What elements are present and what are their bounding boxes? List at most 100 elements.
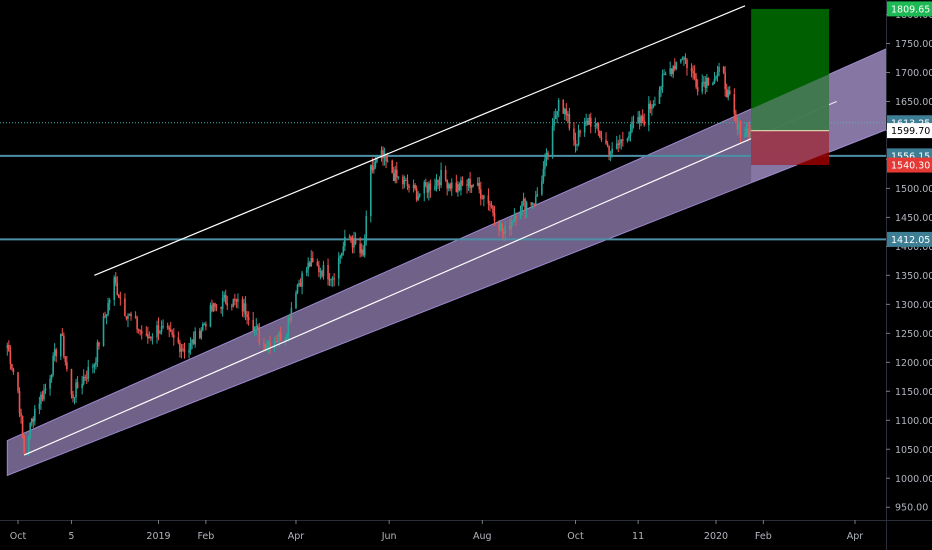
- candle-body: [231, 305, 233, 307]
- candle-body: [476, 182, 479, 186]
- candle-body: [706, 77, 708, 88]
- candle-body: [489, 203, 491, 205]
- candle-body: [151, 337, 154, 339]
- candle-body: [276, 340, 279, 343]
- candle-body: [395, 169, 398, 178]
- candle-body: [166, 325, 169, 328]
- price-axis: 950.00 1000.00 1050.00 1100.00 1150.00 1200.0…: [886, 0, 932, 550]
- candle-body: [576, 144, 578, 146]
- candle-body: [533, 203, 536, 205]
- candle-body: [34, 408, 36, 422]
- candle-body: [307, 262, 309, 270]
- candle-body: [267, 342, 270, 346]
- candle-body: [66, 361, 68, 370]
- candle-body: [278, 332, 280, 341]
- candle-body: [696, 87, 699, 92]
- candle-body: [255, 326, 258, 328]
- candle-body: [215, 306, 218, 308]
- candle-body: [82, 376, 85, 384]
- candle-body: [64, 356, 67, 362]
- candle-body: [59, 334, 62, 357]
- candle-body: [690, 68, 693, 72]
- candle-body: [40, 394, 42, 404]
- candle-body: [284, 338, 287, 342]
- price-label-text: 1599.70: [891, 126, 930, 137]
- candle-body: [340, 252, 343, 256]
- candle-body: [73, 397, 76, 399]
- candle-body: [632, 121, 635, 124]
- candle-body: [461, 180, 464, 185]
- candle-body: [483, 195, 485, 199]
- candle-body: [180, 348, 183, 352]
- candle-body: [29, 423, 32, 437]
- candle-body: [296, 284, 299, 293]
- candle-body: [722, 66, 725, 73]
- candle-body: [599, 131, 601, 138]
- candle-body: [531, 203, 534, 205]
- candle-body: [391, 160, 394, 174]
- candle-body: [469, 178, 471, 189]
- candle-body: [160, 325, 163, 333]
- candle-body: [574, 140, 577, 145]
- candle-body: [53, 349, 56, 356]
- candle-body: [589, 117, 592, 127]
- candle-body: [162, 325, 164, 327]
- candle-body: [402, 176, 404, 185]
- candle-body: [351, 240, 354, 248]
- candle-body: [747, 128, 749, 138]
- candle-body: [337, 257, 340, 279]
- candle-body: [554, 115, 557, 119]
- candle-body: [27, 436, 30, 454]
- candle-body: [136, 317, 138, 330]
- candle-body: [735, 113, 737, 121]
- candle-body: [541, 180, 543, 195]
- candle-body: [738, 124, 740, 130]
- candle-body: [615, 143, 618, 149]
- candle-body: [18, 391, 21, 413]
- candle-body: [102, 315, 105, 346]
- candle-body: [124, 298, 126, 317]
- candles: [6, 53, 752, 457]
- candle-body: [253, 326, 256, 332]
- candle-body: [472, 184, 474, 186]
- candle-body: [140, 330, 143, 334]
- candle-body: [139, 329, 141, 331]
- candle-body: [221, 297, 224, 309]
- candle-body: [32, 418, 35, 422]
- candle-body: [545, 152, 548, 160]
- candle-body: [159, 332, 161, 334]
- candle-body: [725, 89, 728, 98]
- candle-body: [713, 79, 716, 84]
- candle-body: [629, 131, 632, 136]
- candle-body: [279, 332, 282, 342]
- candle-body: [405, 179, 407, 181]
- candle-body: [600, 137, 603, 140]
- candle-body: [81, 383, 83, 388]
- x-tick-label: Apr: [847, 531, 864, 542]
- candle-body: [418, 193, 421, 197]
- candle-body: [156, 325, 158, 338]
- candle-body: [504, 225, 507, 234]
- candle-body: [585, 120, 587, 123]
- candle-body: [628, 135, 630, 139]
- candle-body: [127, 315, 129, 320]
- candle-body: [440, 169, 442, 186]
- candle-body: [660, 87, 662, 91]
- candle-body: [702, 81, 705, 83]
- candle-body: [137, 329, 140, 331]
- candle-body: [579, 130, 581, 133]
- candle-body: [331, 278, 334, 280]
- candle-body: [98, 342, 100, 346]
- candle-body: [425, 182, 427, 187]
- candle-body: [55, 349, 57, 357]
- candle-body: [383, 153, 386, 159]
- candle-body: [108, 300, 111, 303]
- candle-body: [728, 90, 731, 94]
- candle-body: [534, 196, 537, 205]
- y-tick-label: 1400.00: [895, 242, 932, 253]
- candle-body: [266, 345, 268, 351]
- candle-body: [125, 316, 128, 320]
- candle-body: [348, 236, 351, 238]
- candle-body: [327, 264, 329, 280]
